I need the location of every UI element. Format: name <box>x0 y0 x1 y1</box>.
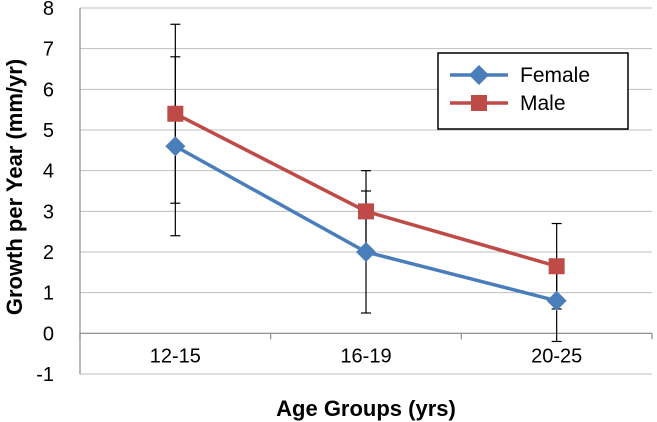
data-point-female <box>165 136 186 157</box>
data-point-female <box>546 290 567 311</box>
data-point-male <box>358 203 374 220</box>
y-tick-label: 5 <box>43 120 54 142</box>
data-point-male <box>167 105 184 122</box>
legend: Female Male <box>437 52 629 130</box>
legend-item-male: Male <box>450 92 566 115</box>
y-tick-label: 8 <box>43 0 54 20</box>
y-tick-label: 2 <box>43 242 54 264</box>
data-point-female <box>356 242 376 262</box>
legend-item-female: Female <box>450 64 590 87</box>
y-tick-labels: -1 0 1 2 3 4 5 6 7 8 <box>36 0 54 386</box>
x-axis-title: Age Groups (yrs) <box>276 396 456 421</box>
x-tick-label: 20-25 <box>531 345 582 367</box>
y-tick-label: -1 <box>36 364 54 386</box>
y-axis-title: Growth per Year (mm/yr) <box>2 59 27 315</box>
y-tick-label: 3 <box>43 201 54 223</box>
x-tick-label: 12-15 <box>150 345 201 367</box>
x-tick-label: 16-19 <box>340 345 391 367</box>
data-point-male <box>548 258 565 275</box>
data-series <box>165 105 567 311</box>
legend-label-male: Male <box>520 92 566 115</box>
x-tick-labels: 12-15 16-19 20-25 <box>79 333 653 367</box>
legend-label-female: Female <box>520 64 590 87</box>
legend-box <box>437 52 629 130</box>
y-tick-label: 0 <box>43 323 54 345</box>
legend-marker-female <box>469 65 489 85</box>
y-tick-label: 4 <box>43 161 54 183</box>
legend-marker-male <box>471 95 487 111</box>
y-tick-label: 7 <box>43 39 54 61</box>
y-tick-label: 1 <box>43 283 54 305</box>
y-tick-label: 6 <box>43 79 54 101</box>
